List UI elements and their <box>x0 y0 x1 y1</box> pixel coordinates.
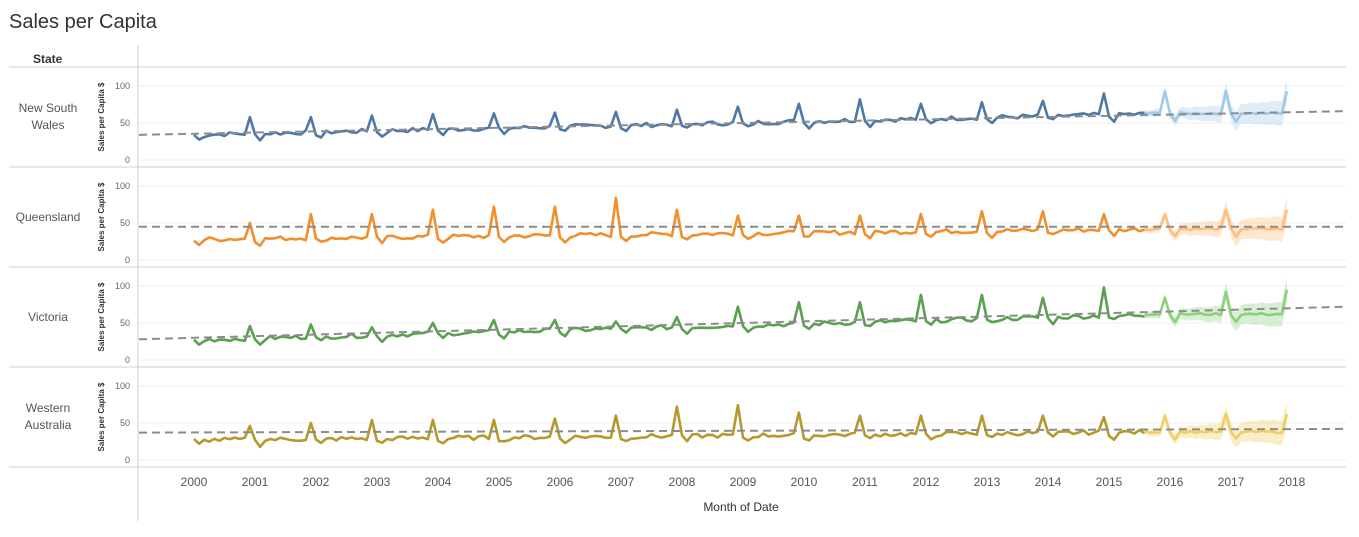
x-tick-label: 2002 <box>303 475 330 489</box>
series-line-queensland <box>193 196 1145 247</box>
x-tick-label: 2017 <box>1218 475 1245 489</box>
x-tick-label: 2000 <box>181 475 208 489</box>
x-tick-label: 2009 <box>730 475 757 489</box>
x-tick-label: 2016 <box>1157 475 1184 489</box>
series-line-western-australia <box>193 403 1146 449</box>
row-label-queensland: Queensland <box>15 209 81 224</box>
x-tick-label: 2005 <box>486 475 513 489</box>
y-tick-label: 0 <box>125 255 130 265</box>
x-tick-label: 2018 <box>1279 475 1306 489</box>
row-header-state: State <box>33 52 63 66</box>
forecast-line <box>1144 208 1289 239</box>
x-tick-label: 2007 <box>608 475 635 489</box>
forecast-band <box>1144 78 1287 132</box>
row-label-new-south-wales: New South Wales <box>18 101 78 132</box>
page-title: Sales per Capita <box>9 11 157 33</box>
x-tick-label: 2001 <box>242 475 269 489</box>
forecast-band <box>1144 401 1287 448</box>
y-tick-label: 100 <box>115 81 130 91</box>
x-tick-label: 2008 <box>669 475 696 489</box>
x-tick-label: 2015 <box>1096 475 1123 489</box>
trend-line <box>138 305 1347 341</box>
y-tick-label: 100 <box>115 281 130 291</box>
row-label-western-australia: Western Australia <box>24 401 72 432</box>
x-tick-label: 2013 <box>974 475 1001 489</box>
y-axis-title: Sales per Capita $ <box>97 282 106 351</box>
x-tick-label: 2006 <box>547 475 574 489</box>
y-tick-label: 0 <box>125 155 130 165</box>
forecast-line <box>1144 289 1289 324</box>
y-tick-label: 50 <box>120 118 130 128</box>
x-tick-label: 2014 <box>1035 475 1062 489</box>
y-axis-title: Sales per Capita $ <box>97 382 106 451</box>
series-line-new-south-wales <box>193 92 1145 142</box>
forecast-band <box>1144 196 1287 247</box>
x-tick-label: 2003 <box>364 475 391 489</box>
y-tick-label: 0 <box>125 455 130 465</box>
y-tick-label: 50 <box>120 218 130 228</box>
x-axis-title: Month of Date <box>703 500 779 514</box>
x-tick-label: 2010 <box>791 475 818 489</box>
y-tick-label: 50 <box>120 418 130 428</box>
trend-line <box>138 427 1347 434</box>
forecast-band <box>1144 276 1287 331</box>
x-tick-label: 2004 <box>425 475 452 489</box>
y-axis-title: Sales per Capita $ <box>97 182 106 251</box>
x-tick-label: 2012 <box>913 475 940 489</box>
x-tick-label: 2011 <box>852 475 878 489</box>
y-tick-label: 100 <box>115 181 130 191</box>
y-tick-label: 0 <box>125 355 130 365</box>
y-tick-label: 50 <box>120 318 130 328</box>
row-label-victoria: Victoria <box>28 309 68 324</box>
forecast-line <box>1144 412 1289 441</box>
trend-line <box>138 110 1347 136</box>
y-axis-title: Sales per Capita $ <box>97 82 106 151</box>
y-tick-label: 100 <box>115 381 130 391</box>
